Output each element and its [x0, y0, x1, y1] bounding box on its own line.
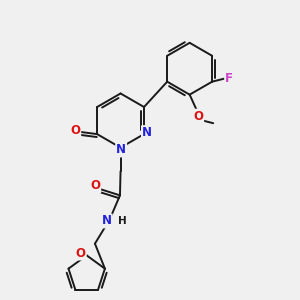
Text: O: O: [90, 179, 100, 192]
Text: F: F: [225, 72, 233, 85]
Text: O: O: [70, 124, 80, 137]
Text: N: N: [142, 126, 152, 139]
Text: N: N: [116, 143, 126, 157]
Text: O: O: [76, 247, 86, 260]
Text: H: H: [118, 216, 126, 226]
Text: O: O: [193, 110, 203, 123]
Text: N: N: [102, 214, 112, 227]
